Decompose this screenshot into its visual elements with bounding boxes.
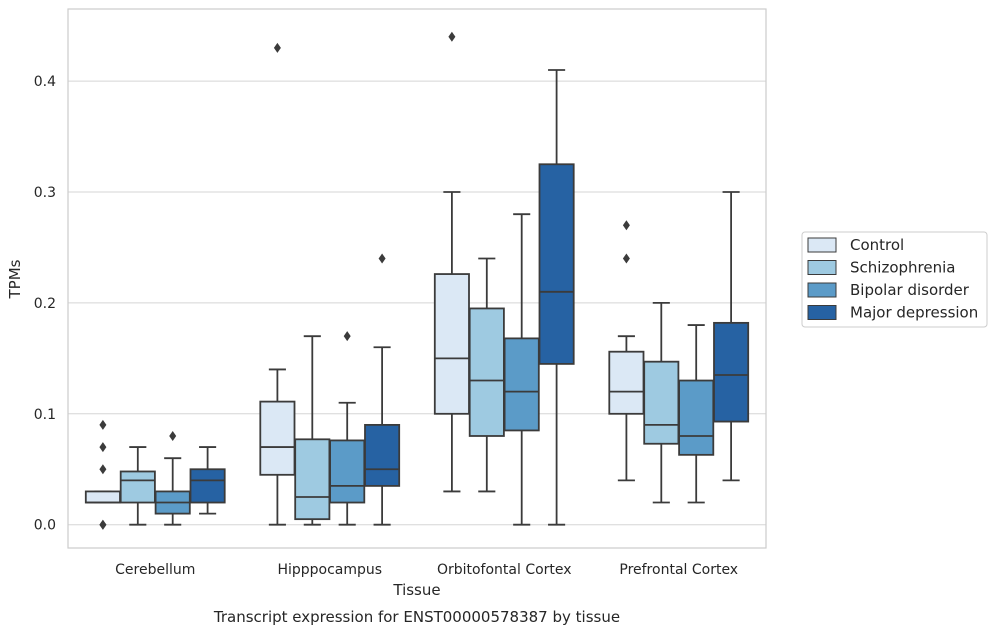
outlier-point bbox=[99, 519, 107, 530]
legend-swatch bbox=[807, 305, 837, 320]
legend-swatch bbox=[807, 282, 837, 298]
x-axis-title: Tissue bbox=[392, 581, 440, 599]
x-tick-label: Prefrontal Cortex bbox=[619, 562, 738, 578]
box-iqr bbox=[538, 163, 575, 365]
y-axis-title: TPMs bbox=[6, 259, 24, 299]
box-major-depression bbox=[538, 69, 575, 526]
box-iqr bbox=[468, 307, 505, 437]
box-control bbox=[433, 31, 470, 493]
box-iqr bbox=[294, 438, 331, 521]
y-tick-label: 0.0 bbox=[34, 518, 56, 534]
outlier-point bbox=[343, 331, 351, 342]
box-iqr bbox=[189, 468, 226, 504]
box-schizophrenia bbox=[294, 335, 331, 526]
box-series bbox=[84, 31, 750, 530]
x-tick-label: Orbitofontal Cortex bbox=[437, 562, 572, 578]
box-bipolar-disorder bbox=[678, 324, 715, 504]
legend-swatch bbox=[807, 260, 837, 275]
y-tick-label: 0.1 bbox=[34, 407, 56, 423]
chart-caption: Transcript expression for ENST0000057838… bbox=[213, 608, 620, 626]
box-schizophrenia bbox=[119, 446, 156, 526]
box-iqr bbox=[84, 490, 121, 504]
box-control bbox=[608, 220, 645, 482]
box-control bbox=[84, 419, 121, 530]
box-iqr bbox=[503, 337, 540, 432]
outlier-point bbox=[99, 419, 107, 430]
outlier-point bbox=[448, 31, 456, 42]
plot-area-frame bbox=[67, 8, 767, 549]
box-iqr bbox=[259, 400, 296, 476]
box-iqr bbox=[329, 439, 366, 504]
box-major-depression bbox=[713, 191, 750, 482]
y-tick-label: 0.3 bbox=[34, 185, 56, 201]
box-bipolar-disorder bbox=[329, 331, 366, 526]
legend-label: Bipolar disorder bbox=[850, 281, 970, 299]
y-tick-label: 0.4 bbox=[34, 74, 56, 90]
y-tick-label: 0.2 bbox=[34, 296, 56, 312]
legend-label: Schizophrenia bbox=[850, 259, 955, 277]
legend-swatch bbox=[807, 237, 837, 253]
legend: Control Schizophrenia Bipolar disorder Majo… bbox=[801, 231, 988, 328]
x-axis-ticks: Cerebellum Hipppocampus Orbitofontal Corte… bbox=[115, 562, 738, 578]
box-control bbox=[259, 42, 296, 526]
x-tick-label: Hipppocampus bbox=[277, 562, 382, 578]
outlier-point bbox=[622, 220, 630, 231]
y-axis-ticks: 0.0 0.1 0.2 0.3 0.4 bbox=[34, 74, 56, 534]
legend-label: Major depression bbox=[850, 304, 978, 322]
box-iqr bbox=[713, 321, 750, 423]
legend-items: Control Schizophrenia Bipolar disorder Majo… bbox=[807, 236, 978, 322]
box-iqr bbox=[678, 379, 715, 456]
box-bipolar-disorder bbox=[503, 213, 540, 526]
box-major-depression bbox=[364, 253, 401, 526]
box-iqr bbox=[608, 350, 645, 415]
legend-frame bbox=[801, 231, 988, 328]
outlier-point bbox=[99, 442, 107, 453]
legend-label: Control bbox=[850, 236, 904, 254]
outlier-point bbox=[99, 464, 107, 475]
box-major-depression bbox=[189, 446, 226, 515]
outlier-point bbox=[169, 430, 177, 441]
box-schizophrenia bbox=[643, 301, 680, 504]
x-tick-label: Cerebellum bbox=[115, 562, 195, 578]
box-iqr bbox=[643, 360, 680, 445]
outlier-point bbox=[622, 253, 630, 264]
outlier-point bbox=[378, 253, 386, 264]
outlier-point bbox=[273, 42, 281, 53]
box-iqr bbox=[433, 273, 470, 415]
box-bipolar-disorder bbox=[154, 430, 191, 526]
box-schizophrenia bbox=[468, 257, 505, 493]
box-iqr bbox=[364, 423, 401, 487]
box-iqr bbox=[119, 470, 156, 504]
